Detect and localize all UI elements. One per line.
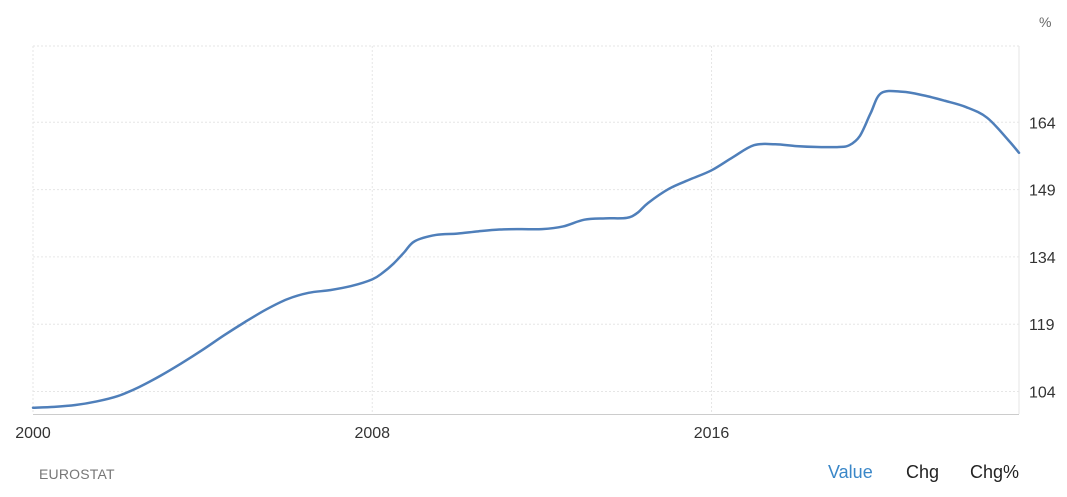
y-tick-label-119: 119 [1029, 317, 1055, 334]
value-mode-button[interactable]: Value [828, 462, 873, 482]
y-tick-label-149: 149 [1029, 183, 1056, 200]
y-tick-label-164: 164 [1029, 115, 1056, 132]
change-mode-button[interactable]: Chg [906, 462, 940, 482]
line-chart: 104 119 134 149 164 2000 2008 2016% [15, 14, 1056, 442]
chart-tick-labels: 104 119 134 149 164 2000 2008 2016% [15, 14, 1056, 442]
series-line-0 [31, 89, 1021, 409]
x-tick-label-2000: 2000 [15, 425, 51, 442]
y-unit-label: % [1039, 14, 1051, 30]
view-mode-switch: Value Chg Chg% [0, 462, 1067, 486]
y-tick-label-134: 134 [1029, 250, 1056, 267]
x-tick-label-2008: 2008 [354, 425, 390, 442]
chart-series [31, 89, 1021, 409]
source-label: EUROSTAT [39, 466, 115, 482]
change-percent-mode-button[interactable]: Chg% [970, 462, 1020, 482]
chart-grid [32, 45, 1020, 414]
y-tick-label-104: 104 [1029, 385, 1056, 402]
x-tick-label-2016: 2016 [694, 425, 730, 442]
